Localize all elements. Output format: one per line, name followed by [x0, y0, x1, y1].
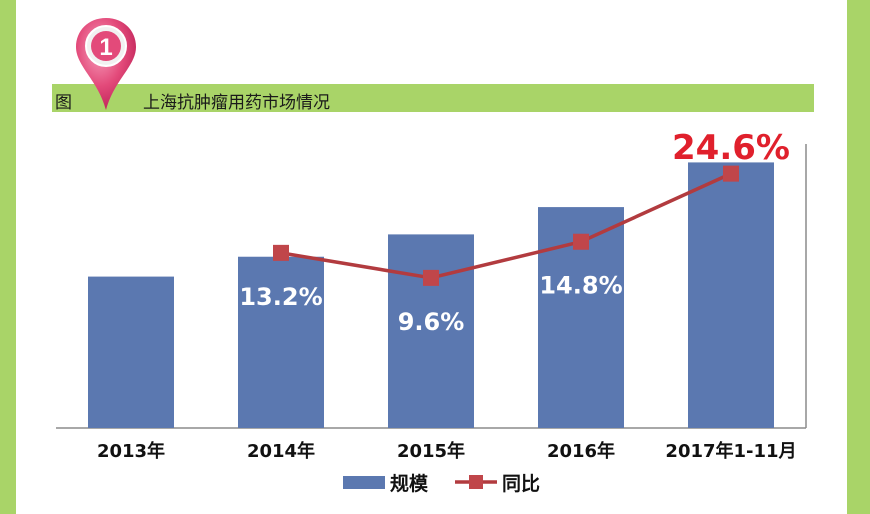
legend-line-label: 同比	[502, 473, 540, 495]
left-frame-bar	[0, 0, 16, 514]
legend-line-marker	[469, 475, 483, 489]
legend-bar-label: 规模	[390, 472, 429, 495]
yoy-label-4: 24.6%	[672, 128, 790, 168]
yoy-marker-4	[723, 165, 739, 182]
line-series	[273, 165, 739, 286]
bar-1	[238, 256, 324, 428]
x-tick-4: 2017年1-11月	[665, 440, 796, 462]
map-pin-icon: 1	[76, 18, 136, 110]
yoy-marker-1	[273, 244, 289, 261]
legend-bar-swatch	[343, 476, 385, 489]
title-band	[52, 84, 814, 112]
legend: 规模 同比	[343, 472, 540, 495]
yoy-marker-2	[423, 269, 439, 286]
right-frame-bar	[847, 0, 870, 514]
yoy-label-2: 9.6%	[398, 308, 465, 336]
bar-2	[388, 234, 474, 428]
chart-title: 上海抗肿瘤用药市场情况	[143, 93, 330, 113]
yoy-marker-3	[573, 233, 589, 250]
badge-number: 1	[99, 34, 112, 61]
x-tick-0: 2013年	[97, 440, 165, 462]
data-labels: 13.2% 9.6% 14.8% 24.6%	[239, 128, 790, 336]
yoy-line	[280, 172, 732, 280]
bar-4	[688, 162, 774, 429]
figure-prefix: 图	[55, 93, 72, 113]
yoy-label-1: 13.2%	[239, 283, 322, 311]
x-tick-1: 2014年	[247, 440, 315, 462]
bar-series	[88, 162, 774, 429]
x-tick-2: 2015年	[397, 440, 465, 462]
yoy-label-3: 14.8%	[539, 272, 622, 300]
bar-0	[88, 276, 174, 428]
x-tick-3: 2016年	[547, 440, 615, 462]
x-tick-labels: 2013年 2014年 2015年 2016年 2017年1-11月	[97, 440, 797, 462]
